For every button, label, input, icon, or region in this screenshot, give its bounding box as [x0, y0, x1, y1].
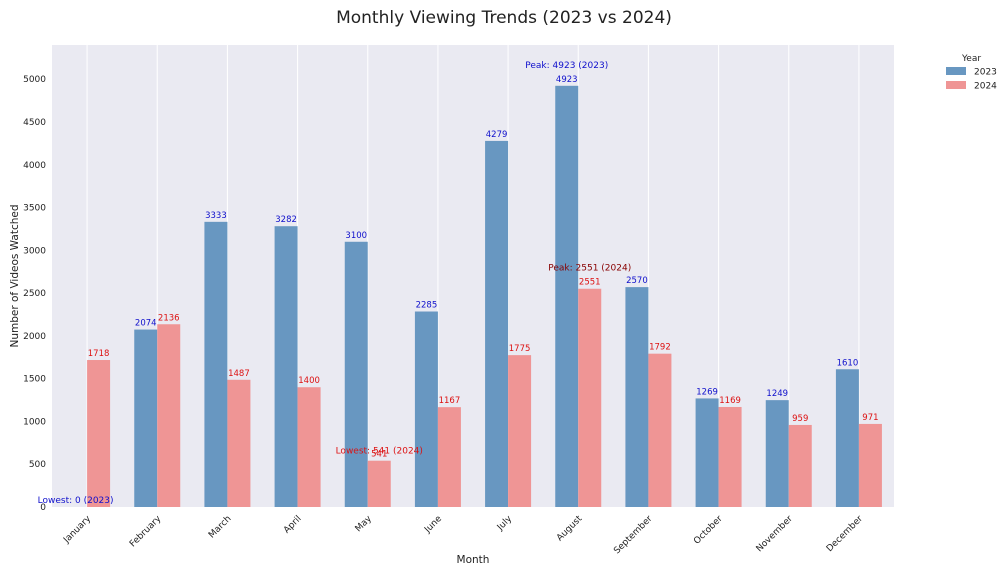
data-label: 1775 [509, 344, 531, 354]
y-tick-label: 1000 [23, 417, 46, 427]
x-tick-label: October [692, 514, 725, 547]
data-label: 1269 [696, 387, 718, 397]
data-label: 3100 [345, 231, 367, 241]
data-label: 541 [371, 450, 387, 460]
x-tick-label: April [282, 514, 304, 536]
x-tick-label: July [495, 514, 515, 534]
bar-2024 [718, 406, 742, 507]
bar-2024 [788, 424, 812, 507]
annotation: Lowest: 541 (2024) [336, 447, 423, 457]
y-tick-label: 5000 [23, 75, 46, 85]
bar-2023 [835, 369, 859, 507]
data-label: 2074 [135, 319, 157, 329]
annotation: Peak: 4923 (2023) [525, 61, 608, 71]
data-label: 4279 [486, 130, 508, 140]
bar-2023 [414, 311, 438, 507]
bar-2024 [367, 460, 391, 507]
x-tick-label: February [128, 514, 164, 550]
bar-2024 [87, 360, 111, 507]
y-tick-label: 4500 [23, 118, 46, 128]
bar-2024 [437, 407, 461, 507]
legend-label-2023: 2023 [974, 68, 997, 78]
y-axis-label: Number of Videos Watched [9, 204, 21, 347]
bar-2023 [344, 241, 368, 507]
bar-2024 [297, 387, 321, 507]
bar-2023 [555, 85, 579, 507]
data-label: 3282 [275, 215, 297, 225]
data-label: 1169 [719, 396, 741, 406]
data-label: 2551 [579, 278, 601, 288]
bar-2023 [204, 221, 228, 508]
y-tick-label: 3000 [23, 246, 46, 256]
bar-2024 [227, 379, 251, 507]
y-tick-label: 2000 [23, 332, 46, 342]
data-label: 959 [792, 414, 808, 424]
x-axis-label: Month [457, 554, 490, 566]
x-tick-label: September [612, 514, 654, 556]
x-tick-label: May [354, 514, 375, 535]
data-label: 3333 [205, 211, 227, 221]
y-tick-label: 0 [40, 503, 46, 513]
legend-label-2024: 2024 [974, 82, 997, 92]
data-label: 1718 [88, 349, 110, 359]
bar-2024 [648, 353, 672, 507]
chart-title: Monthly Viewing Trends (2023 vs 2024) [336, 8, 672, 28]
y-tick-label: 3500 [23, 204, 46, 214]
bar-2023 [134, 329, 158, 507]
x-tick-label: January [61, 514, 93, 546]
bar-2024 [157, 324, 181, 507]
bar-2024 [578, 288, 602, 507]
legend-swatch-2024 [946, 81, 966, 89]
bar-2023 [765, 400, 789, 507]
data-label: 1400 [298, 376, 320, 386]
data-label: 1487 [228, 369, 250, 379]
bar-2023 [485, 140, 509, 507]
x-tick-label: June [422, 514, 444, 536]
y-tick-label: 2500 [23, 289, 46, 299]
x-tick-label: November [755, 514, 795, 554]
x-tick-label: August [555, 514, 585, 544]
bar-2024 [508, 355, 532, 507]
plot-area [52, 45, 894, 507]
data-label: 4923 [556, 75, 578, 85]
bar-2024 [858, 423, 882, 507]
data-label: 1610 [837, 358, 859, 368]
legend-title: Year [961, 54, 981, 64]
y-tick-label: 500 [29, 460, 46, 470]
data-label: 1167 [439, 396, 461, 406]
y-tick-label: 4000 [23, 161, 46, 171]
x-tick-label: March [207, 514, 233, 540]
x-tick-label: December [825, 514, 865, 554]
data-label: 971 [862, 413, 878, 423]
data-label: 2136 [158, 313, 180, 323]
legend-swatch-2023 [946, 67, 966, 75]
annotation: Lowest: 0 (2023) [38, 496, 114, 506]
data-label: 1792 [649, 343, 671, 353]
bar-2023 [625, 287, 649, 507]
y-tick-label: 1500 [23, 375, 46, 385]
bar-2023 [274, 226, 298, 507]
data-label: 2570 [626, 276, 648, 286]
annotation: Peak: 2551 (2024) [548, 264, 631, 274]
bar-2023 [695, 398, 719, 507]
data-label: 2285 [416, 301, 438, 311]
data-label: 1249 [766, 389, 788, 399]
